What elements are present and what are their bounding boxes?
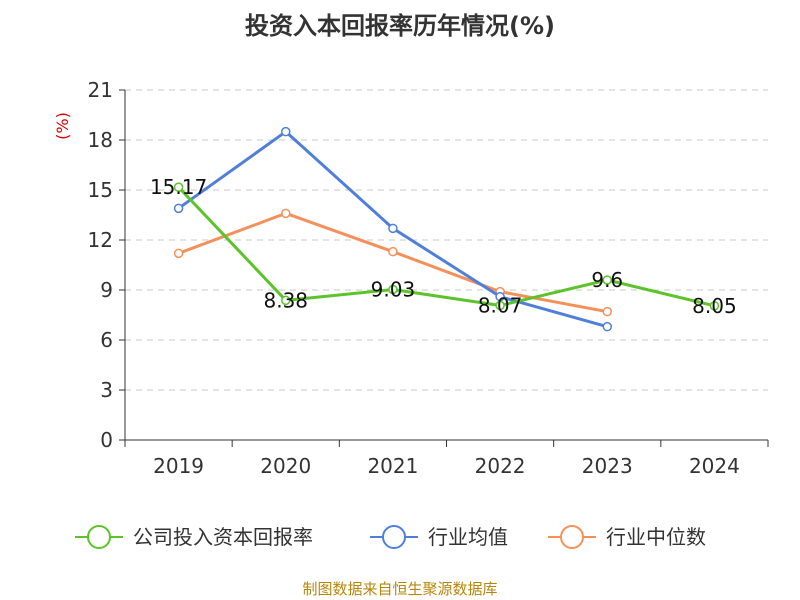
legend-label: 公司投入资本回报率 (133, 525, 313, 549)
data-point (602, 275, 612, 285)
data-point (281, 126, 291, 137)
data-point (709, 301, 720, 311)
data-label: 9.6 (591, 268, 623, 292)
y-tick-label: 12 (88, 228, 113, 252)
legend-swatch-marker (382, 525, 406, 549)
y-tick-label: 9 (100, 278, 113, 302)
data-point (281, 208, 291, 219)
legend-swatch-marker (87, 525, 111, 549)
legend-label: 行业均值 (428, 525, 508, 549)
y-tick-label: 6 (100, 328, 113, 352)
data-point (173, 203, 184, 214)
y-tick-label: 0 (100, 428, 113, 452)
data-point (388, 246, 398, 257)
y-tick-label: 18 (88, 128, 113, 152)
y-tick-label: 3 (100, 378, 113, 402)
x-tick-label: 2022 (475, 454, 526, 478)
data-point (173, 248, 184, 259)
y-tick-label: 15 (88, 178, 113, 202)
data-point (495, 300, 505, 311)
data-point (388, 223, 398, 234)
x-tick-label: 2020 (260, 454, 311, 478)
y-axis-unit-label: (%) (53, 112, 72, 140)
data-point (173, 182, 184, 192)
x-tick-label: 2023 (582, 454, 633, 478)
x-tick-label: 2024 (689, 454, 740, 478)
data-point (602, 321, 612, 332)
data-label: 8.38 (263, 288, 308, 312)
chart-title: 投资入本回报率历年情况(%) (245, 12, 555, 40)
data-point (388, 284, 398, 295)
data-label: 9.03 (371, 278, 416, 302)
data-point (602, 306, 612, 317)
x-tick-label: 2021 (367, 454, 418, 478)
data-point (281, 295, 291, 306)
series-line (177, 186, 715, 308)
data-label: 8.07 (478, 294, 523, 318)
legend-swatch-marker (560, 525, 584, 549)
y-tick-label: 21 (88, 78, 113, 102)
x-tick-label: 2019 (153, 454, 204, 478)
data-source-note: 制图数据来自恒生聚源数据库 (302, 580, 498, 598)
data-point (495, 291, 505, 302)
data-label: 8.05 (692, 294, 737, 318)
data-label: 15.17 (150, 175, 207, 199)
legend-label: 行业中位数 (606, 525, 706, 549)
